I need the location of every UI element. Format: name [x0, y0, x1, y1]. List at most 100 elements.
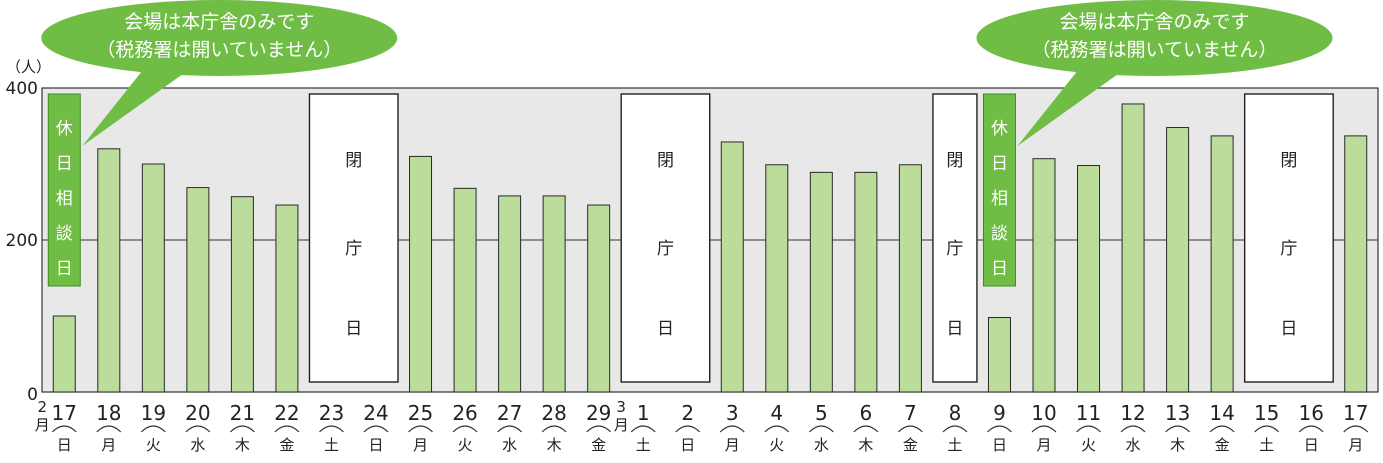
callout-ellipse — [41, 0, 398, 76]
x-tick-day: 22 — [274, 401, 299, 425]
weekday-bracket — [541, 425, 567, 433]
x-tick-day: 25 — [408, 401, 433, 425]
x-tick-weekday: 水 — [814, 436, 829, 454]
x-tick-weekday: 火 — [1081, 436, 1096, 454]
x-tick-day: 7 — [904, 401, 917, 425]
x-tick-weekday: 土 — [324, 436, 339, 454]
holiday-consultation-label-text: 日 — [56, 154, 73, 174]
weekday-bracket — [140, 425, 166, 433]
weekday-bracket — [185, 425, 211, 433]
closed-day-label: 日 — [946, 319, 963, 339]
closed-day-box — [1243, 93, 1334, 383]
x-tick-weekday: 火 — [146, 436, 161, 454]
x-tick-weekday: 土 — [636, 436, 651, 454]
bar — [52, 315, 76, 393]
x-tick-day: 27 — [497, 401, 522, 425]
holiday-consultation-label — [47, 93, 81, 287]
x-tick-day: 9 — [993, 401, 1006, 425]
weekday-bracket — [274, 425, 300, 433]
bar — [498, 195, 522, 393]
x-tick-weekday: 月 — [725, 436, 740, 454]
x-tick-weekday: 日 — [680, 436, 695, 454]
x-tick-weekday: 木 — [235, 436, 250, 454]
weekday-bracket — [1076, 425, 1101, 433]
x-tick-weekday: 木 — [547, 436, 562, 454]
weekday-bracket — [1120, 425, 1146, 433]
closed-day-box — [308, 93, 399, 383]
holiday-consultation-label — [982, 93, 1016, 287]
x-tick-weekday: 木 — [858, 436, 873, 454]
closed-day-label: 日 — [1280, 319, 1297, 339]
x-tick-day: 26 — [452, 401, 477, 425]
bar — [542, 195, 566, 393]
holiday-consultation-label-text: 日 — [991, 154, 1008, 174]
x-tick-weekday: 土 — [947, 436, 962, 454]
closed-day-label: 閉 — [657, 151, 674, 171]
callout-bubble — [976, 0, 1333, 146]
weekday-bracket — [853, 425, 879, 433]
x-tick-day: 19 — [141, 401, 166, 425]
x-tick-month: 月 — [614, 416, 629, 434]
weekday-bracket — [586, 425, 612, 433]
x-tick-weekday: 火 — [769, 436, 784, 454]
x-tick-day: 3 — [726, 401, 739, 425]
x-tick-weekday: 水 — [190, 436, 205, 454]
x-tick-day: 12 — [1120, 401, 1145, 425]
weekday-bracket — [630, 425, 656, 433]
x-tick-weekday: 水 — [502, 436, 517, 454]
y-tick-label: 400 — [6, 79, 38, 99]
holiday-consultation-label-text: 日 — [991, 259, 1008, 279]
x-tick-day: 11 — [1076, 401, 1101, 425]
x-tick-weekday: 金 — [279, 436, 294, 454]
bar — [275, 204, 299, 393]
holiday-consultation-label-text: 談 — [991, 224, 1008, 244]
x-tick-day: 14 — [1209, 401, 1234, 425]
weekday-bracket — [1298, 425, 1324, 433]
x-tick-weekday: 日 — [992, 436, 1007, 454]
x-tick-weekday: 月 — [1348, 436, 1363, 454]
closed-day-label: 閉 — [345, 151, 362, 171]
x-tick-day: 23 — [319, 401, 344, 425]
x-tick-day: 4 — [770, 401, 783, 425]
weekday-bracket — [1343, 425, 1369, 433]
closed-day-box — [620, 93, 711, 383]
closed-day-label: 庁 — [345, 239, 362, 259]
weekday-bracket — [1254, 425, 1280, 433]
bar — [720, 141, 744, 393]
closed-day-label: 庁 — [657, 239, 674, 259]
callout-text: （税務署は開いていません） — [1032, 39, 1278, 61]
x-tick-weekday: 月 — [101, 436, 116, 454]
x-tick-day: 24 — [363, 401, 388, 425]
x-tick-weekday: 日 — [57, 436, 72, 454]
x-tick-weekday: 水 — [1126, 436, 1141, 454]
weekday-bracket — [408, 425, 433, 433]
callout-bubble — [41, 0, 398, 146]
bar — [186, 187, 210, 393]
x-tick-day: 29 — [586, 401, 611, 425]
x-tick-weekday: 日 — [368, 436, 383, 454]
x-tick-day: 6 — [859, 401, 872, 425]
x-tick-month: 3 — [616, 398, 626, 416]
x-tick-weekday: 火 — [458, 436, 473, 454]
x-tick-day: 1 — [637, 401, 650, 425]
bar — [587, 204, 611, 393]
callout-text: 会場は本庁舎のみです — [124, 11, 314, 33]
bar — [987, 317, 1011, 393]
x-tick-month: 2 — [37, 398, 47, 416]
closed-day-label: 日 — [345, 319, 362, 339]
weekday-bracket — [497, 425, 523, 433]
x-tick-weekday: 金 — [903, 436, 918, 454]
weekday-bracket — [719, 425, 745, 433]
x-tick-day: 13 — [1165, 401, 1190, 425]
bar — [1166, 127, 1190, 393]
holiday-consultation-label-text: 談 — [56, 224, 73, 244]
weekday-bracket — [229, 425, 255, 433]
bar — [141, 163, 165, 393]
bar — [1121, 103, 1145, 393]
x-tick-day: 28 — [541, 401, 566, 425]
y-tick-label: 200 — [6, 231, 38, 251]
weekday-bracket — [96, 425, 122, 433]
bar — [765, 164, 789, 393]
holiday-consultation-label-text: 相 — [56, 189, 73, 209]
